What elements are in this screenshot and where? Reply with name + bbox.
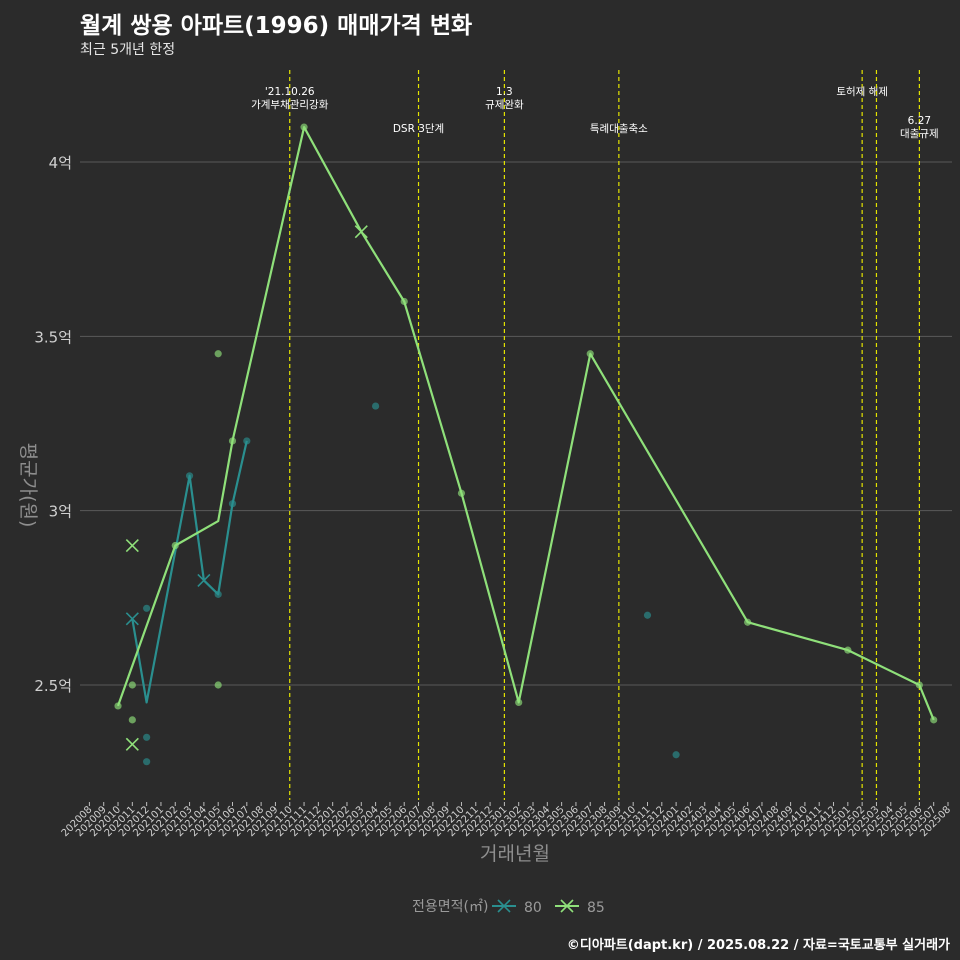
y-tick-label: 2.5억: [34, 677, 72, 695]
point-85: [214, 681, 222, 689]
chart-title: 월계 쌍용 아파트(1996) 매매가격 변화: [80, 13, 473, 39]
point-80: [214, 590, 222, 598]
point-x-stroke: [125, 612, 139, 626]
legend-title: 전용면적(㎡): [412, 899, 488, 915]
point-85: [586, 350, 594, 358]
event-label-line: 6.27: [908, 115, 931, 127]
grid-layer: [80, 161, 952, 686]
y-tick-label: 3억: [49, 503, 72, 521]
point-85: [844, 646, 852, 654]
legend-label: 85: [587, 900, 605, 916]
legend-label: 80: [524, 900, 542, 916]
legend-key-x: [560, 899, 574, 913]
y-axis-title: 평균가(원): [17, 443, 39, 528]
point-layer: [114, 123, 938, 766]
event-label-line: 1.3: [496, 86, 513, 98]
point-x-stroke: [354, 225, 368, 239]
point-80: [143, 604, 151, 612]
source-footer: ©디아파트(dapt.kr) / 2025.08.22 / 자료=국토교통부 실…: [566, 938, 950, 953]
point-80: [243, 437, 251, 445]
event-label-line: '21.10.26: [265, 86, 315, 98]
legend: 전용면적(㎡) 80 85: [412, 899, 605, 916]
point-85: [400, 297, 408, 306]
event-label: 토허제 해제: [836, 85, 888, 98]
series-line-80: [131, 440, 248, 704]
point-80: [372, 402, 380, 410]
line-layer: [116, 126, 935, 721]
point-85: [930, 716, 938, 724]
event-label-line: 특례대출축소: [590, 123, 648, 135]
legend-key-x: [497, 899, 511, 913]
point-x-stroke: [197, 573, 211, 587]
event-label-line: 가계부채관리강화: [251, 99, 329, 111]
point-x-stroke: [125, 538, 139, 553]
point-85: [214, 350, 222, 358]
event-label: '21.10.26 가계부채관리강화: [251, 86, 329, 111]
event-label: DSR 3단계: [393, 123, 444, 135]
chart-subtitle: 최근 5개년 한정: [80, 42, 176, 58]
event-label: 특례대출축소: [590, 123, 648, 135]
point-85: [457, 489, 466, 497]
event-label-line: DSR 3단계: [393, 123, 444, 135]
event-label-line: 대출규제: [900, 128, 939, 140]
point-85: [915, 681, 923, 689]
point-80: [185, 472, 194, 480]
point-85: [744, 618, 752, 626]
legend-item-85: 85: [555, 899, 605, 916]
point-85: [171, 541, 179, 550]
axis-layer: 2.5억3억3.5억4억2020082020092020102020112020…: [34, 154, 953, 839]
point-85: [228, 437, 237, 445]
point-85: [300, 123, 308, 131]
event-label: 6.27 대출규제: [900, 115, 939, 140]
point-x-80: [125, 612, 139, 626]
point-x-80: [197, 573, 211, 587]
point-x-85: [125, 538, 139, 553]
point-x-stroke: [125, 737, 139, 751]
point-85: [128, 716, 136, 724]
y-tick-label: 4억: [49, 154, 72, 172]
point-80: [672, 751, 680, 759]
point-85: [128, 681, 136, 689]
point-80: [143, 758, 151, 766]
point-x-85: [125, 737, 139, 751]
event-label-line: 토허제 해제: [836, 85, 888, 98]
event-label-line: 규제완화: [485, 98, 524, 111]
point-x-85: [354, 225, 368, 239]
event-label: 1.3 규제완화: [485, 86, 524, 111]
point-80: [143, 733, 151, 741]
point-80: [228, 500, 237, 508]
y-tick-label: 3.5억: [34, 328, 72, 346]
x-axis-title: 거래년월: [480, 843, 550, 865]
point-80: [643, 611, 652, 619]
point-85: [114, 702, 122, 710]
series-line-85: [116, 126, 935, 721]
point-85: [515, 698, 523, 707]
legend-item-80: 80: [492, 899, 542, 916]
